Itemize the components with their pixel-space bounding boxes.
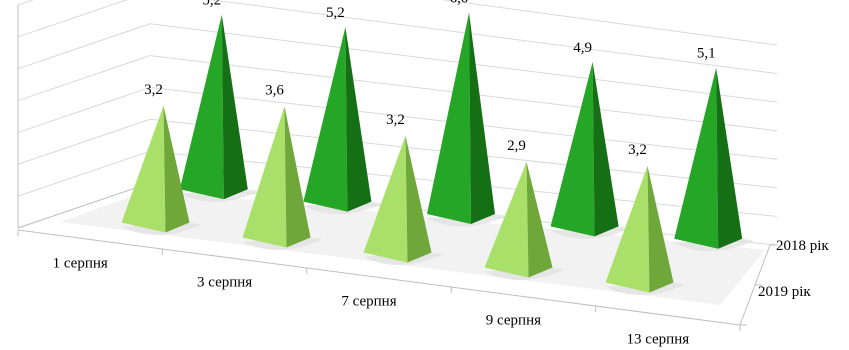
- category-label: 7 серпня: [341, 294, 396, 310]
- pyramid-face-left: [303, 27, 348, 212]
- series-2018-marks: [179, 12, 755, 252]
- pyramid-face-left: [484, 161, 529, 278]
- pyramid-2018-5: [674, 67, 755, 252]
- pyramid-2019-1: [121, 105, 202, 236]
- series-2019-marks: [121, 105, 686, 296]
- pyramid-face-right: [526, 161, 553, 278]
- pyramid-face-left: [605, 165, 650, 293]
- side-wall-gridline: [17, 150, 151, 197]
- floor-left-edge: [17, 182, 151, 229]
- data-label-2018-5: 5,1: [697, 46, 716, 62]
- side-wall-gridline: [17, 0, 35, 6]
- data-label-2018-1: 5,2: [202, 0, 221, 9]
- pyramid-face-right: [345, 27, 372, 212]
- data-label-2018-4: 4,9: [573, 40, 592, 56]
- pyramid-2019-5: [605, 165, 686, 296]
- pyramid-face-right: [592, 61, 619, 237]
- series-label-2018: 2018 рік: [776, 238, 829, 254]
- category-label: 13 серпня: [626, 332, 689, 348]
- pyramid-face-left: [674, 67, 719, 249]
- axis-labels: 1 серпня 3 серпня 7 серпня 9 серпня 13 серпн…: [53, 238, 830, 348]
- pyramid-face-left: [550, 61, 595, 237]
- data-label-2019-2: 3,6: [265, 82, 284, 98]
- pyramid-2019-3: [363, 135, 444, 266]
- pyramid-face-right: [284, 106, 311, 248]
- side-wall-gridline: [17, 118, 151, 165]
- pyramid-2018-2: [303, 27, 384, 215]
- pyramid-face-left: [179, 14, 224, 200]
- side-wall-gridline: [17, 55, 151, 102]
- data-label-2018-2: 5,2: [326, 5, 345, 21]
- data-label-2019-1: 3,2: [144, 82, 163, 98]
- data-labels: 5,2 5,2 6,0 4,9 5,1 3,2 3,6 3,2 2,9 3,2: [144, 0, 715, 158]
- data-label-2019-4: 2,9: [507, 138, 526, 154]
- back-wall-gridline: [441, 0, 778, 46]
- pyramid-2019-4: [484, 161, 565, 281]
- data-label-2019-5: 3,2: [628, 142, 647, 158]
- back-wall-gridline: [208, 0, 778, 75]
- pyramid-2019-2: [242, 106, 323, 251]
- pyramid-2018-1: [179, 14, 260, 202]
- pyramid-face-right: [647, 165, 674, 293]
- pyramid-face-right: [716, 67, 743, 249]
- series-label-2019: 2019 рік: [758, 284, 811, 300]
- category-axis-line: [17, 229, 741, 326]
- data-label-2018-3: 6,0: [450, 0, 469, 7]
- data-label-2019-3: 3,2: [386, 112, 405, 128]
- side-wall-gridline: [17, 0, 128, 38]
- pyramid-2018-4: [550, 61, 631, 239]
- category-label: 9 серпня: [486, 313, 541, 329]
- pyramid-face-right: [469, 12, 495, 225]
- pyramid-face-left: [363, 135, 408, 263]
- pyramid-face-left: [427, 12, 471, 225]
- pyramid-face-left: [242, 106, 287, 248]
- pyramid-face-left: [121, 105, 166, 233]
- pyramid-face-right: [163, 105, 190, 233]
- pyramid-face-right: [405, 135, 432, 263]
- category-label: 3 серпня: [197, 275, 252, 291]
- category-label: 1 серпня: [53, 256, 108, 272]
- side-wall-gridline: [17, 23, 151, 70]
- side-wall-gridline: [17, 86, 151, 133]
- pyramid-2018-3: [427, 12, 507, 227]
- pyramid-face-right: [221, 14, 248, 200]
